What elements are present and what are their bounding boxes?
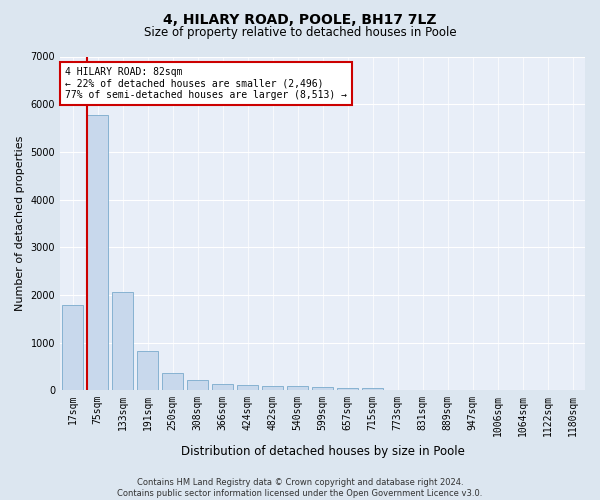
- Text: Size of property relative to detached houses in Poole: Size of property relative to detached ho…: [143, 26, 457, 39]
- Text: Contains HM Land Registry data © Crown copyright and database right 2024.
Contai: Contains HM Land Registry data © Crown c…: [118, 478, 482, 498]
- Bar: [187, 380, 208, 390]
- Bar: [362, 388, 383, 390]
- Bar: [137, 351, 158, 390]
- Text: 4, HILARY ROAD, POOLE, BH17 7LZ: 4, HILARY ROAD, POOLE, BH17 7LZ: [163, 12, 437, 26]
- X-axis label: Distribution of detached houses by size in Poole: Distribution of detached houses by size …: [181, 444, 464, 458]
- Bar: [162, 373, 183, 390]
- Bar: [87, 114, 108, 390]
- Bar: [237, 385, 258, 390]
- Bar: [337, 388, 358, 390]
- Bar: [112, 292, 133, 390]
- Bar: [212, 384, 233, 390]
- Text: 4 HILARY ROAD: 82sqm
← 22% of detached houses are smaller (2,496)
77% of semi-de: 4 HILARY ROAD: 82sqm ← 22% of detached h…: [65, 66, 347, 100]
- Y-axis label: Number of detached properties: Number of detached properties: [15, 136, 25, 311]
- Bar: [262, 386, 283, 390]
- Bar: [62, 306, 83, 390]
- Bar: [312, 388, 333, 390]
- Bar: [287, 386, 308, 390]
